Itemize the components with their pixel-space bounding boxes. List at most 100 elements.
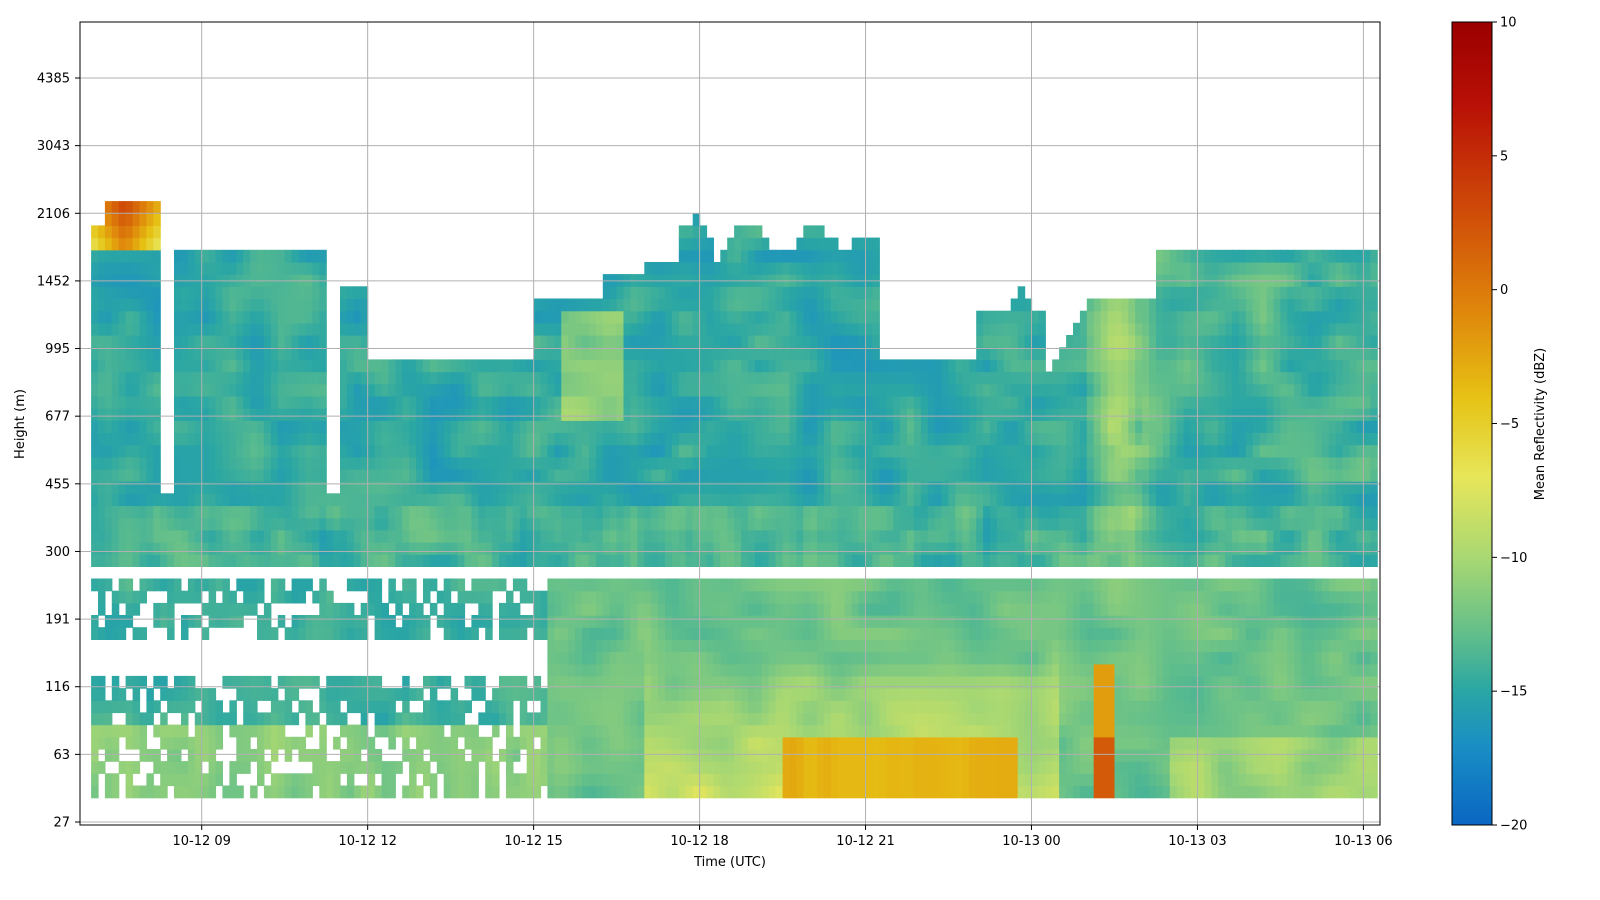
heatmap-cell bbox=[851, 651, 860, 665]
heatmap-cell bbox=[409, 505, 417, 519]
heatmap-cell bbox=[748, 225, 756, 239]
heatmap-cell bbox=[810, 359, 818, 373]
heatmap-cell bbox=[983, 322, 991, 336]
heatmap-cell bbox=[194, 481, 203, 494]
heatmap-cell bbox=[1017, 627, 1026, 640]
heatmap-cell bbox=[941, 505, 950, 519]
heatmap-cell bbox=[181, 590, 189, 604]
heatmap-cell bbox=[920, 456, 929, 470]
heatmap-cell bbox=[962, 493, 970, 507]
heatmap-cell bbox=[934, 700, 943, 714]
heatmap-cell bbox=[215, 298, 223, 312]
heatmap-cell bbox=[720, 322, 728, 336]
heatmap-cell bbox=[768, 359, 777, 373]
heatmap-cell bbox=[464, 590, 472, 604]
heatmap-cell bbox=[346, 749, 355, 762]
heatmap-cell bbox=[616, 615, 625, 628]
heatmap-cell bbox=[934, 359, 943, 373]
heatmap-cell bbox=[602, 310, 611, 324]
heatmap-cell bbox=[340, 505, 348, 519]
heatmap-cell bbox=[699, 736, 708, 750]
heatmap-cell bbox=[153, 785, 161, 799]
heatmap-cell bbox=[969, 408, 977, 421]
heatmap-cell bbox=[803, 663, 811, 677]
heatmap-cell bbox=[844, 286, 853, 300]
heatmap-cell bbox=[588, 627, 597, 640]
heatmap-cell bbox=[478, 688, 486, 701]
heatmap-cell bbox=[644, 468, 652, 482]
heatmap-cell bbox=[436, 493, 445, 507]
heatmap-cell bbox=[194, 554, 203, 567]
heatmap-cell bbox=[886, 651, 894, 665]
heatmap-cell bbox=[519, 615, 528, 628]
heatmap-cell bbox=[907, 651, 915, 665]
heatmap-cell bbox=[374, 481, 383, 494]
heatmap-cell bbox=[824, 542, 832, 555]
heatmap-cell bbox=[284, 395, 293, 409]
heatmap-cell bbox=[519, 675, 528, 689]
heatmap-cell bbox=[837, 542, 846, 555]
heatmap-cell bbox=[969, 578, 977, 592]
heatmap-cell bbox=[125, 456, 134, 470]
heatmap-cell bbox=[678, 359, 687, 373]
heatmap-cell bbox=[983, 700, 991, 714]
heatmap-cell bbox=[651, 456, 659, 470]
heatmap-cell bbox=[727, 505, 735, 519]
heatmap-cell bbox=[927, 578, 936, 592]
heatmap-cell bbox=[319, 432, 327, 446]
heatmap-cell bbox=[111, 554, 120, 567]
heatmap-cell bbox=[948, 517, 956, 531]
heatmap-cell bbox=[340, 712, 348, 726]
heatmap-cell bbox=[983, 724, 991, 738]
heatmap-cell bbox=[512, 749, 521, 762]
heatmap-cell bbox=[851, 627, 860, 640]
heatmap-cell bbox=[547, 554, 555, 567]
heatmap-cell bbox=[388, 420, 396, 433]
heatmap-cell bbox=[630, 383, 638, 397]
heatmap-cell bbox=[609, 298, 618, 312]
heatmap-cell bbox=[568, 651, 576, 665]
heatmap-cell bbox=[734, 322, 742, 336]
heatmap-cell bbox=[727, 249, 735, 263]
heatmap-cell bbox=[962, 675, 970, 689]
heatmap-cell bbox=[499, 675, 507, 689]
heatmap-cell bbox=[658, 785, 666, 799]
heatmap-cell bbox=[831, 700, 839, 714]
heatmap-cell bbox=[526, 493, 535, 507]
heatmap-cell bbox=[775, 590, 784, 604]
heatmap-cell bbox=[678, 785, 687, 799]
heatmap-cell bbox=[844, 493, 853, 507]
heatmap-cell bbox=[699, 627, 708, 640]
heatmap-cell bbox=[540, 749, 548, 762]
heatmap-cell bbox=[637, 322, 645, 336]
heatmap-cell bbox=[118, 700, 127, 714]
heatmap-cell bbox=[920, 505, 929, 519]
heatmap-cell bbox=[423, 444, 431, 458]
heatmap-cell bbox=[395, 590, 403, 604]
heatmap-cell bbox=[685, 481, 694, 494]
heatmap-cell bbox=[519, 359, 528, 373]
heatmap-cell bbox=[810, 432, 818, 446]
heatmap-cell bbox=[761, 675, 770, 689]
heatmap-cell bbox=[990, 359, 998, 373]
heatmap-cell bbox=[367, 761, 376, 774]
heatmap-cell bbox=[139, 432, 147, 446]
heatmap-cell bbox=[174, 408, 182, 421]
heatmap-cell bbox=[512, 444, 521, 458]
heatmap-cell bbox=[388, 493, 396, 507]
heatmap-cell bbox=[713, 736, 721, 750]
heatmap-cell bbox=[588, 554, 597, 567]
heatmap-cell bbox=[367, 749, 376, 762]
heatmap-cell bbox=[478, 578, 486, 592]
heatmap-cell bbox=[609, 688, 618, 701]
heatmap-cell bbox=[713, 408, 721, 421]
heatmap-cell bbox=[499, 444, 507, 458]
heatmap-cell bbox=[153, 383, 161, 397]
heatmap-cell bbox=[969, 688, 977, 701]
heatmap-cell bbox=[1017, 408, 1026, 421]
heatmap-cell bbox=[858, 785, 867, 799]
heatmap-cell bbox=[741, 456, 749, 470]
heatmap-cell bbox=[194, 298, 203, 312]
heatmap-cell bbox=[526, 761, 535, 774]
heatmap-cell bbox=[865, 432, 873, 446]
